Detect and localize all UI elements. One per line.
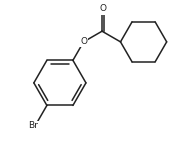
Text: Br: Br xyxy=(29,122,38,130)
Text: O: O xyxy=(100,4,107,13)
Text: O: O xyxy=(80,37,87,46)
